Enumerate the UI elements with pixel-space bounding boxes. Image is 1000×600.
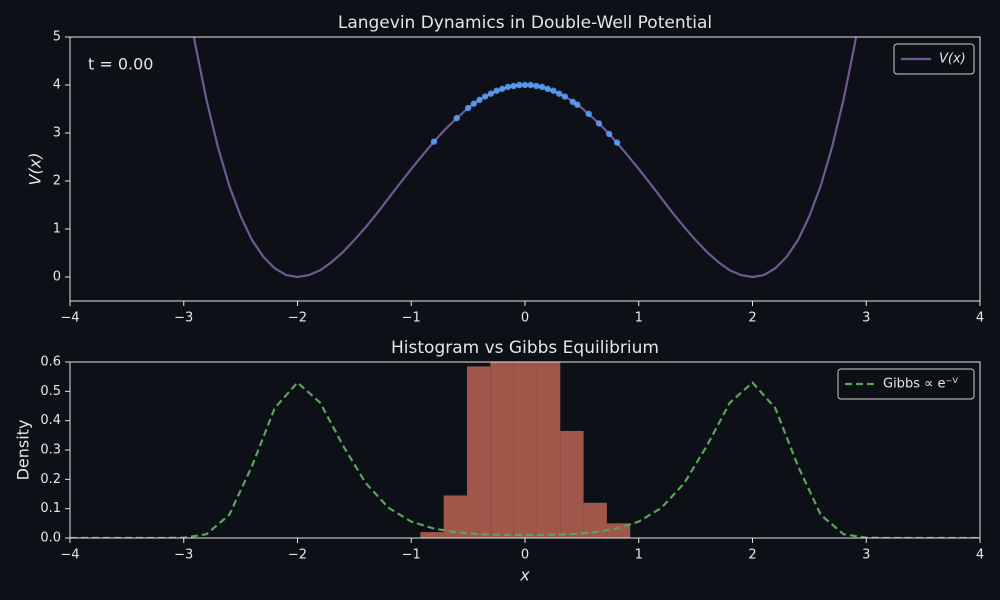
x-tick-label: 3 bbox=[862, 311, 870, 326]
hist-bar bbox=[420, 532, 444, 538]
y-tick-label: 0.3 bbox=[40, 443, 61, 458]
x-tick-label: 1 bbox=[635, 311, 643, 326]
particle bbox=[585, 110, 592, 118]
y-tick-label: 0.4 bbox=[40, 413, 61, 428]
x-axis-label: x bbox=[519, 566, 530, 585]
x-tick-label: 0 bbox=[521, 548, 529, 563]
particle bbox=[487, 90, 495, 97]
y-tick-label: 4 bbox=[53, 78, 61, 93]
y-axis-label: V(x) bbox=[26, 153, 45, 186]
hist-bar bbox=[583, 502, 607, 538]
x-tick-label: −3 bbox=[174, 548, 193, 563]
particle bbox=[574, 101, 581, 108]
particle bbox=[521, 81, 529, 89]
line bbox=[70, 380, 980, 538]
particle bbox=[481, 93, 489, 100]
particle bbox=[493, 87, 500, 94]
panel: −4 −3 −2 −1 0 1 2 3 4 0 1 2 3 4 5 Langevin Dynamics in … bbox=[26, 13, 985, 326]
x-tick-label: −1 bbox=[402, 548, 421, 563]
legend-label: V(x) bbox=[939, 52, 966, 67]
plot-area bbox=[70, 362, 980, 538]
x-tick-label: 4 bbox=[976, 548, 984, 563]
y-tick-label: 0.1 bbox=[40, 501, 61, 516]
x-tick-label: −2 bbox=[288, 548, 307, 563]
hist-bar bbox=[536, 362, 561, 538]
y-tick-label: 0.6 bbox=[40, 355, 61, 370]
x-tick-label: 3 bbox=[862, 548, 870, 563]
particle bbox=[470, 100, 478, 107]
y-tick-label: 1 bbox=[53, 222, 61, 237]
x-tick-label: 2 bbox=[748, 311, 756, 326]
x-tick-label: −4 bbox=[60, 311, 79, 326]
particle bbox=[510, 82, 517, 90]
particle bbox=[516, 81, 523, 89]
particle bbox=[569, 98, 576, 106]
particle bbox=[533, 82, 540, 90]
x-tick-label: −4 bbox=[60, 548, 79, 563]
x-tick-label: −2 bbox=[288, 311, 307, 326]
x-tick-label: −3 bbox=[174, 311, 193, 326]
particle bbox=[430, 138, 438, 145]
hist-bar bbox=[560, 430, 584, 538]
y-tick-label: 0 bbox=[53, 270, 61, 285]
y-axis-label: Density bbox=[14, 420, 33, 481]
axes-frame bbox=[69, 36, 981, 302]
y-tick-label: 2 bbox=[53, 174, 61, 189]
chart-title: Histogram vs Gibbs Equilibrium bbox=[391, 338, 659, 358]
particle bbox=[476, 96, 483, 104]
annotation: t = 0.00 bbox=[88, 55, 153, 74]
x-tick-label: 0 bbox=[521, 311, 529, 326]
x-tick-label: −1 bbox=[402, 311, 421, 326]
legend-box bbox=[893, 43, 975, 75]
legend-box bbox=[837, 368, 975, 400]
particle bbox=[550, 87, 557, 94]
hist-bar bbox=[443, 495, 467, 538]
x-tick-label: 1 bbox=[635, 548, 643, 563]
particle bbox=[453, 114, 460, 122]
particle bbox=[555, 90, 563, 97]
particle bbox=[613, 139, 621, 146]
y-tick-label: 5 bbox=[53, 30, 61, 45]
x-tick-label: 4 bbox=[976, 311, 984, 326]
particle bbox=[561, 93, 569, 100]
particle bbox=[527, 81, 534, 89]
particle bbox=[605, 130, 613, 138]
y-tick-label: 0.5 bbox=[40, 384, 61, 399]
y-tick-label: 3 bbox=[53, 126, 61, 141]
plot-area bbox=[192, 37, 858, 279]
axes-frame bbox=[69, 361, 981, 539]
particle bbox=[464, 104, 472, 112]
y-tick-label: 0.0 bbox=[40, 531, 61, 546]
hist-bar bbox=[513, 362, 537, 538]
particle bbox=[595, 120, 603, 127]
particle bbox=[504, 83, 512, 91]
particle bbox=[538, 83, 546, 91]
x-tick-label: 2 bbox=[748, 548, 756, 563]
chart-title: Langevin Dynamics in Double-Well Potenti… bbox=[338, 13, 712, 33]
legend-label: Gibbs ∝ e⁻ⱽ bbox=[883, 377, 958, 392]
y-tick-label: 0.2 bbox=[40, 472, 61, 487]
hist-bar bbox=[466, 366, 491, 538]
particle bbox=[499, 85, 506, 93]
panel: −4 −3 −2 −1 0 1 2 3 4 0.0 0.1 0.2 0.3 0.4 0.5 0.6 Histog… bbox=[14, 338, 985, 585]
particle bbox=[544, 85, 551, 93]
hist-bar bbox=[490, 362, 514, 538]
